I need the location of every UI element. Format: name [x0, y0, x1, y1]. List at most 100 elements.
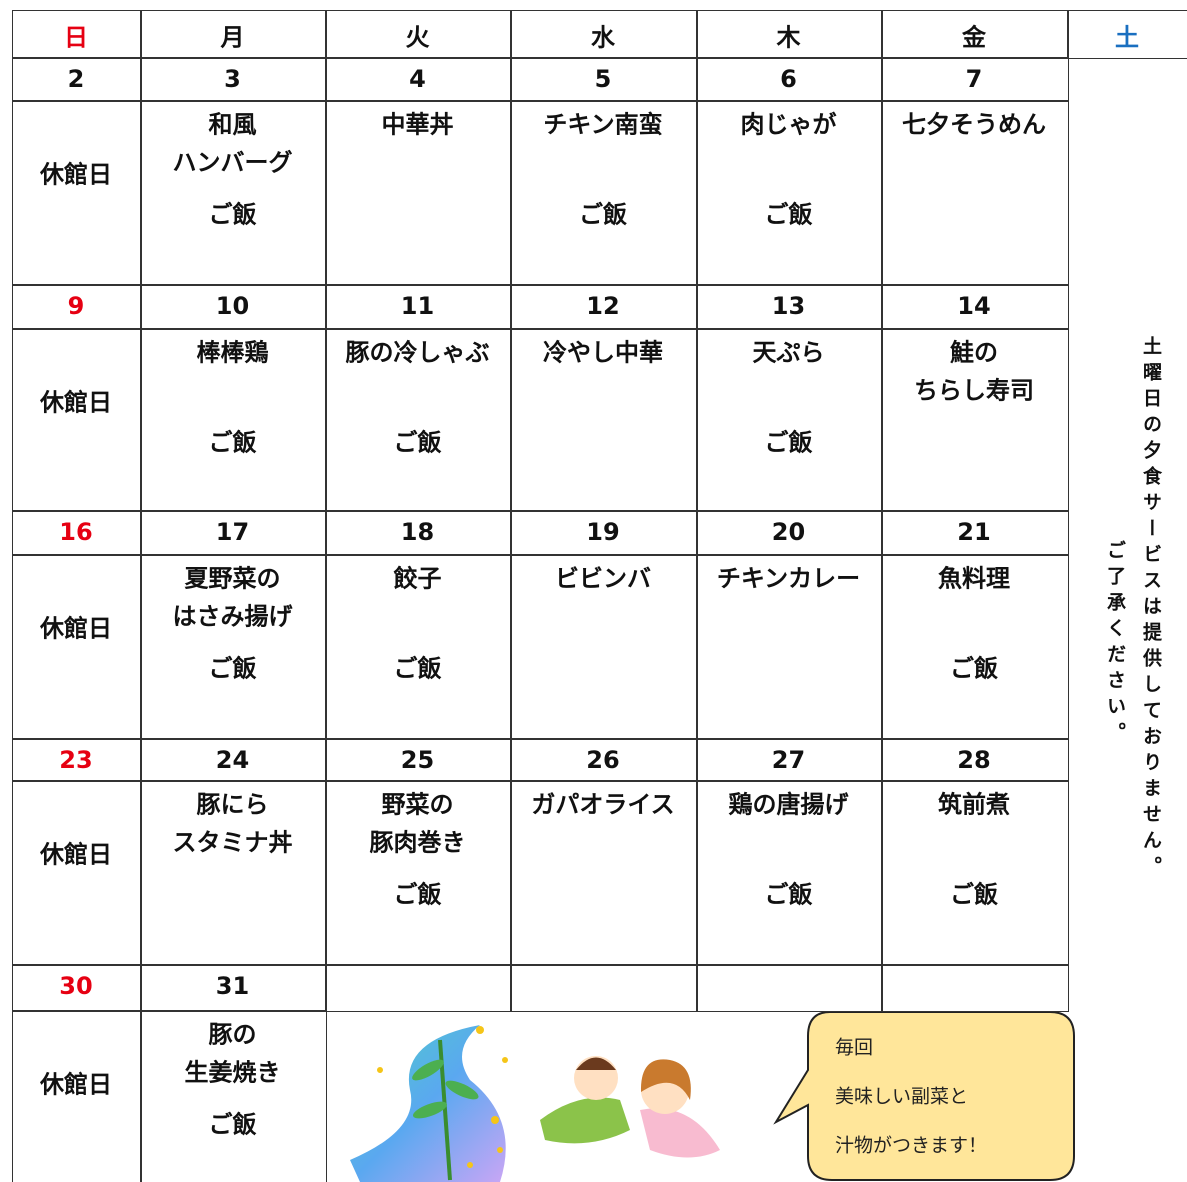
date-cell — [881, 510, 1069, 556]
date-cell — [140, 964, 327, 1012]
day-label: 土 — [1115, 23, 1139, 52]
side-dish: ご飯 — [208, 1110, 257, 1139]
dish: 豚の冷しゃぶ — [345, 338, 490, 367]
side-dish: ご飯 — [764, 200, 813, 229]
date: 14 — [957, 292, 991, 320]
speech-bubble — [773, 1011, 1075, 1181]
dish: 七夕そうめん — [902, 110, 1046, 139]
bubble-text: 毎回 — [835, 1036, 874, 1059]
dish: 棒棒鶏 — [196, 338, 269, 367]
hikoboshi-body — [540, 1097, 630, 1144]
dish: 中華丼 — [381, 110, 454, 139]
date: 16 — [59, 518, 93, 546]
day-label: 木 — [776, 23, 801, 52]
header-cell — [696, 10, 883, 59]
closed-label: 休館日 — [40, 840, 112, 869]
date: 10 — [215, 292, 250, 320]
closed-label: 休館日 — [40, 1070, 112, 1099]
menu-cell — [325, 100, 512, 286]
date-cell — [696, 738, 883, 782]
side-dish: ご飯 — [393, 428, 442, 457]
date: 25 — [400, 746, 435, 774]
date-cell — [696, 57, 883, 102]
dish: 夏野菜の — [184, 564, 281, 593]
bubble-text: 美味しい副菜と — [835, 1085, 969, 1108]
date-cell — [12, 738, 142, 782]
dish: 餃子 — [393, 564, 442, 593]
side-dish: ご飯 — [764, 428, 813, 457]
menu-cell — [12, 554, 142, 740]
date: 3 — [224, 65, 241, 93]
date-cell — [140, 57, 327, 102]
dish: ハンバーグ — [172, 148, 293, 177]
date: 11 — [400, 292, 435, 320]
date-cell — [140, 510, 327, 556]
dish: 鮭の — [950, 338, 998, 367]
side-dish: ご飯 — [950, 654, 998, 683]
stars — [377, 1026, 508, 1168]
date-cell — [510, 510, 698, 556]
day-label: 日 — [64, 23, 88, 52]
menu-cell — [12, 328, 142, 512]
date-cell — [696, 964, 883, 1012]
date-cell — [12, 57, 142, 102]
date: 20 — [771, 518, 806, 546]
date-cell — [140, 284, 327, 330]
date-cell — [140, 738, 327, 782]
menu-cell — [12, 100, 142, 286]
menu-cell — [881, 780, 1069, 966]
date-cell — [12, 284, 142, 330]
menu-cell — [510, 780, 698, 966]
menu-cell — [140, 328, 327, 512]
closed-label: 休館日 — [40, 614, 112, 643]
header-cell — [881, 10, 1069, 59]
header-cell — [510, 10, 698, 59]
closed-label: 休館日 — [40, 160, 112, 189]
dish: はさみ揚げ — [172, 602, 293, 631]
bamboo-leaves — [412, 1059, 479, 1119]
milky-way — [350, 1025, 506, 1182]
header-cell — [12, 10, 142, 59]
menu-cell — [140, 780, 327, 966]
side-dish: ご飯 — [764, 880, 813, 909]
dish: 肉じゃが — [740, 110, 837, 139]
date-cell — [325, 57, 512, 102]
date: 30 — [59, 972, 93, 1000]
menu-cell — [325, 328, 512, 512]
date: 7 — [965, 65, 983, 93]
date-cell — [325, 738, 512, 782]
day-label: 水 — [591, 23, 615, 52]
date-cell — [510, 284, 698, 330]
dish: ビビンバ — [555, 564, 651, 593]
date: 6 — [780, 65, 797, 93]
date: 2 — [67, 65, 85, 93]
side-dish: ご飯 — [393, 880, 442, 909]
menu-cell — [140, 100, 327, 286]
date: 12 — [586, 292, 620, 320]
date: 28 — [957, 746, 991, 774]
hikoboshi-hair — [576, 1057, 616, 1070]
dish: 筑前煮 — [938, 790, 1010, 819]
orihime-body — [640, 1108, 720, 1158]
date: 27 — [771, 746, 806, 774]
date-cell — [696, 284, 883, 330]
date-cell — [696, 510, 883, 556]
side-dish: ご飯 — [393, 654, 442, 683]
side-dish: ご飯 — [579, 200, 627, 229]
dish: ちらし寿司 — [914, 376, 1034, 405]
date: 13 — [771, 292, 806, 320]
saturday-note: ご了承ください。 — [1104, 540, 1126, 748]
menu-cell — [881, 100, 1069, 286]
date-cell — [325, 964, 512, 1012]
date-cell — [881, 738, 1069, 782]
date-cell — [12, 510, 142, 556]
menu-cell — [696, 780, 883, 966]
date-cell — [325, 284, 512, 330]
menu-cell — [12, 1010, 142, 1182]
date: 19 — [586, 518, 620, 546]
dish: 鶏の唐揚げ — [728, 790, 849, 819]
date-cell — [510, 964, 698, 1012]
closed-label: 休館日 — [40, 388, 112, 417]
day-label: 月 — [220, 23, 245, 52]
